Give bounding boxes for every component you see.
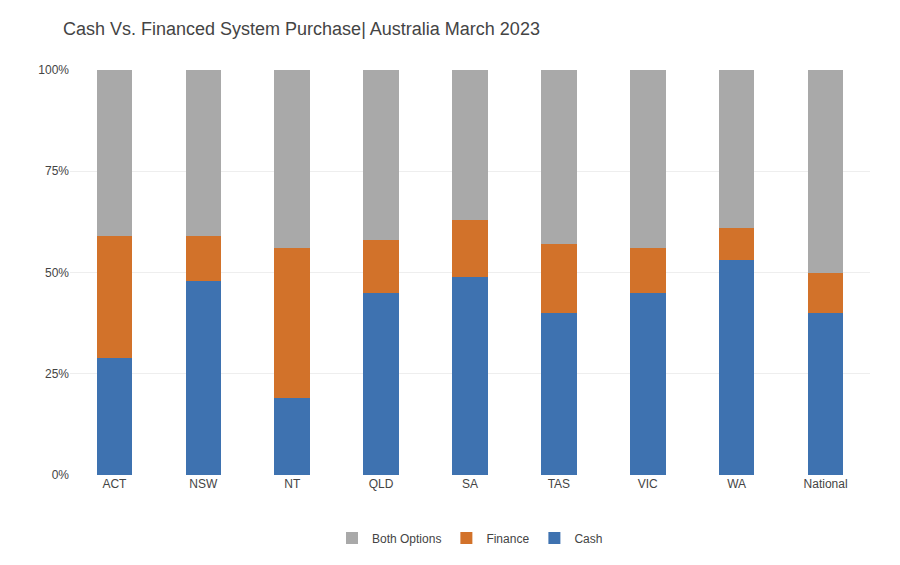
svg-text:25%: 25% bbox=[45, 367, 69, 381]
svg-text:NSW: NSW bbox=[189, 477, 218, 491]
svg-text:VIC: VIC bbox=[638, 477, 658, 491]
svg-text:National: National bbox=[804, 477, 848, 491]
svg-text:Cash: Cash bbox=[574, 532, 602, 546]
svg-text:Both Options: Both Options bbox=[372, 532, 441, 546]
svg-text:0%: 0% bbox=[52, 468, 70, 482]
svg-text:100%: 100% bbox=[38, 63, 69, 77]
svg-text:Finance: Finance bbox=[486, 532, 529, 546]
svg-text:75%: 75% bbox=[45, 164, 69, 178]
svg-text:Cash Vs. Financed System Purch: Cash Vs. Financed System Purchase| Austr… bbox=[63, 19, 540, 39]
svg-text:WA: WA bbox=[727, 477, 746, 491]
svg-text:NT: NT bbox=[284, 477, 301, 491]
svg-text:TAS: TAS bbox=[548, 477, 570, 491]
svg-text:QLD: QLD bbox=[369, 477, 394, 491]
svg-text:SA: SA bbox=[462, 477, 478, 491]
svg-text:ACT: ACT bbox=[102, 477, 127, 491]
svg-text:50%: 50% bbox=[45, 266, 69, 280]
